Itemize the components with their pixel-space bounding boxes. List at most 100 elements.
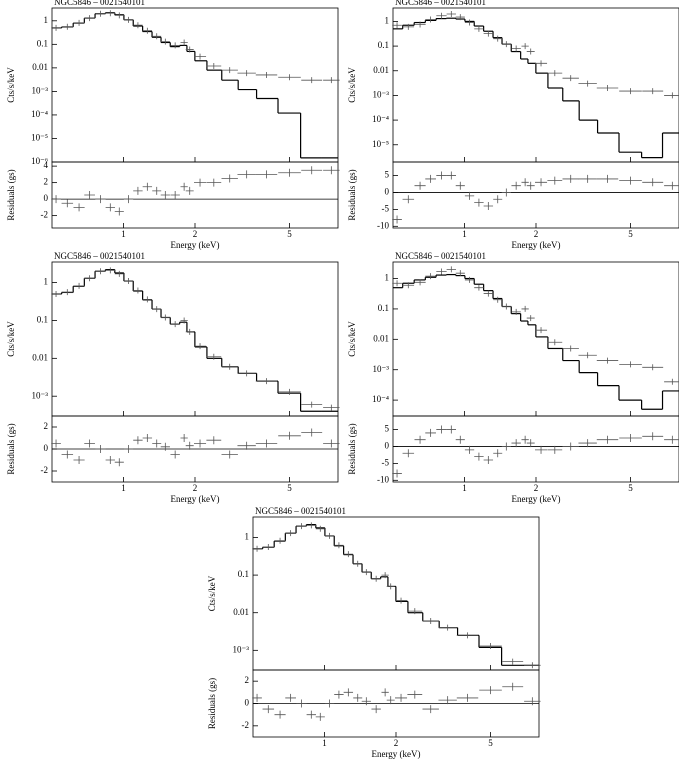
x-axis-label: Energy (keV) [371,749,420,759]
data-point [105,10,116,17]
y-tick-label: 10⁻⁵ [31,133,48,143]
y-tick-label: 0.1 [378,303,389,313]
residual-point [274,710,286,719]
data-point [323,77,340,84]
y-axis-label: Cts/s/keV [207,575,217,611]
data-point [526,48,535,55]
residual-point [455,181,465,190]
residual-point [237,170,256,179]
residual-point [402,195,415,204]
residual-point [425,174,436,183]
data-point [221,67,238,74]
data-point [493,35,503,42]
data-point [422,618,439,625]
residual-y-tick-label: 2 [44,177,49,187]
residual-point [479,686,502,695]
data-point [664,378,679,385]
data-point [105,267,116,274]
residual-point [511,439,521,448]
residual-point [386,696,395,705]
residual-point [194,178,207,187]
y-tick-label: 1 [245,532,250,542]
residual-point [343,688,354,697]
residual-point [252,693,262,702]
data-point [455,14,465,21]
data-point [511,308,521,315]
residual-point [237,441,256,450]
data-point [206,63,222,70]
y-tick-label: 1 [385,15,390,25]
residual-point [483,202,494,210]
y-tick-label: 10⁻³ [233,644,250,654]
panel-title: NGC5846 – 0021540101 [395,0,486,7]
data-point [392,280,402,287]
data-point [343,551,354,558]
y-tick-label: 1 [385,273,390,283]
data-point [535,60,548,67]
data-point [334,542,344,549]
data-point [133,22,143,29]
residual-point [521,178,529,187]
residual-point [414,181,426,190]
residual-point [185,186,194,195]
residual-y-tick-label: -2 [41,210,49,220]
residual-y-tick-label: -5 [382,457,390,467]
x-tick-label: 1 [121,229,126,239]
data-point [436,12,447,19]
data-point [664,92,679,99]
residual-y-tick-label: 0 [385,441,390,451]
residual-point [596,435,619,444]
residual-point [180,434,188,442]
data-point [237,370,256,377]
data-point [237,70,256,77]
data-point [535,327,548,334]
data-point [619,361,642,368]
residual-point [114,207,124,216]
data-point [185,328,194,335]
x-axis-label: Energy (keV) [511,240,560,250]
data-point [562,75,579,82]
data-point [436,268,447,275]
residual-point [642,178,664,187]
residual-point [436,171,447,180]
data-point [547,70,563,77]
residual-point [361,697,371,706]
data-point [278,74,301,81]
y-axis-label: Cts/s/keV [347,67,357,103]
data-point [221,363,238,370]
residual-point [133,186,143,195]
data-point [301,77,323,84]
residual-point [61,450,74,459]
residual-point [464,191,475,200]
residual-point [142,182,153,191]
residual-point [562,174,579,183]
x-tick-label: 5 [628,229,633,239]
data-point [84,15,95,22]
data-point [51,24,61,31]
data-point [501,303,511,310]
data-point [361,569,371,576]
x-tick-label: 2 [534,483,539,493]
y-tick-label: 10⁻³ [32,85,49,95]
data-point [483,30,494,37]
residual-point [306,710,317,719]
y-axis-label: Cts/s/keV [6,321,16,357]
data-point [51,291,61,298]
residual-point [502,682,524,691]
residual-point [95,445,106,453]
residual-point [296,699,307,708]
data-point [262,543,275,550]
residual-y-tick-label: -10 [377,474,389,484]
data-point [407,608,423,615]
residual-point [425,428,436,437]
data-point [252,545,262,552]
residual-y-tick-label: 0 [44,443,49,453]
data-point [479,643,502,650]
residual-point [353,693,363,702]
residual-axis-label: Residuals (gs) [347,169,357,220]
panel-title: NGC5846 – 0021540101 [54,0,145,7]
x-tick-label: 1 [322,738,327,748]
residual-y-tick-label: -5 [382,203,390,213]
data-point [95,10,106,17]
